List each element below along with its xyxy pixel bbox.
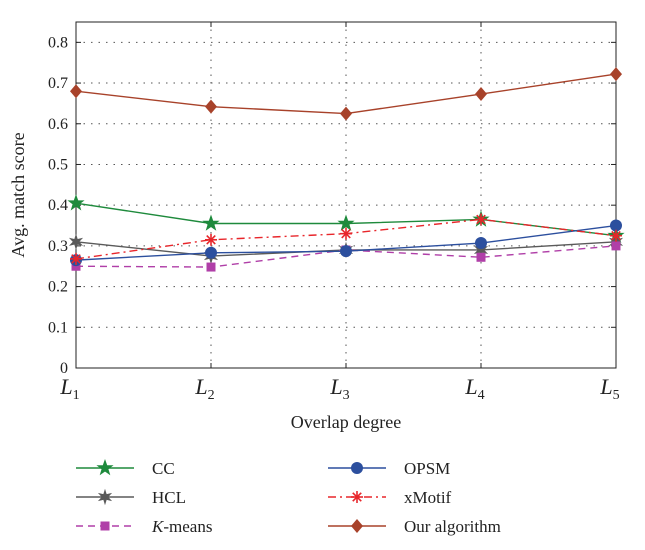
data-point <box>475 87 487 102</box>
data-point <box>476 252 486 262</box>
data-point <box>71 261 81 271</box>
y-tick-label: 0.6 <box>48 116 68 133</box>
data-point <box>610 219 622 232</box>
data-point <box>610 229 622 242</box>
series-xmotif <box>70 213 622 265</box>
data-point <box>205 99 217 114</box>
y-tick-label: 0 <box>60 360 68 377</box>
data-point <box>70 84 82 99</box>
y-tick-label: 0.8 <box>48 34 68 51</box>
legend-item: Our algorithm <box>328 517 501 536</box>
data-point <box>611 241 621 251</box>
data-point <box>97 488 113 506</box>
data-point <box>340 106 352 121</box>
data-point <box>67 194 85 211</box>
legend-item: xMotif <box>328 488 452 507</box>
legend-label: Our algorithm <box>404 517 501 536</box>
data-point <box>205 233 217 246</box>
y-tick-label: 0.7 <box>48 75 68 92</box>
data-point <box>610 67 622 82</box>
data-point <box>340 227 352 240</box>
data-point <box>70 252 82 265</box>
data-point <box>206 262 216 272</box>
data-point <box>205 246 217 259</box>
legend-label: CC <box>152 459 175 478</box>
legend-item: HCL <box>76 488 186 507</box>
data-point <box>475 237 487 250</box>
legend-item: CC <box>76 458 175 478</box>
data-point <box>100 521 110 531</box>
data-point <box>337 214 355 231</box>
data-point <box>340 245 352 258</box>
x-tick-label: L1 <box>59 374 79 403</box>
x-tick-label: L4 <box>464 374 484 403</box>
series-our-algorithm <box>70 67 622 121</box>
legend-label: xMotif <box>404 488 452 507</box>
y-tick-label: 0.4 <box>48 197 68 214</box>
legend: CC HCL K-means OPSM xMotif Our algorithm <box>76 458 501 536</box>
y-axis-ticks: 0 0.1 0.2 0.3 0.4 0.5 0.6 0.7 0.8 <box>48 34 616 377</box>
x-tick-label: L5 <box>599 374 619 403</box>
legend-item: OPSM <box>328 459 450 478</box>
grid <box>76 22 616 368</box>
data-point <box>351 491 363 503</box>
data-point <box>202 214 220 231</box>
data-point <box>96 458 114 476</box>
data-point <box>351 519 363 533</box>
x-axis-label: Overlap degree <box>291 412 401 432</box>
legend-label: HCL <box>152 488 186 507</box>
series-line <box>75 245 617 268</box>
legend-label: OPSM <box>404 459 450 478</box>
y-tick-label: 0.2 <box>48 279 68 296</box>
x-tick-label: L2 <box>194 374 214 403</box>
data-point <box>475 213 487 226</box>
y-tick-label: 0.5 <box>48 156 68 173</box>
series-group <box>67 67 625 272</box>
y-axis-label: Avg. match score <box>8 132 28 257</box>
y-tick-label: 0.3 <box>48 238 68 255</box>
x-tick-label: L3 <box>329 374 349 403</box>
legend-item: K-means <box>76 517 212 536</box>
data-point <box>351 462 363 474</box>
x-axis-ticks: L1 L2 L3 L4 L5 <box>59 22 620 403</box>
y-tick-label: 0.1 <box>48 319 68 336</box>
legend-label: K-means <box>151 517 212 536</box>
series-opsm <box>70 219 622 267</box>
data-point <box>68 233 84 251</box>
